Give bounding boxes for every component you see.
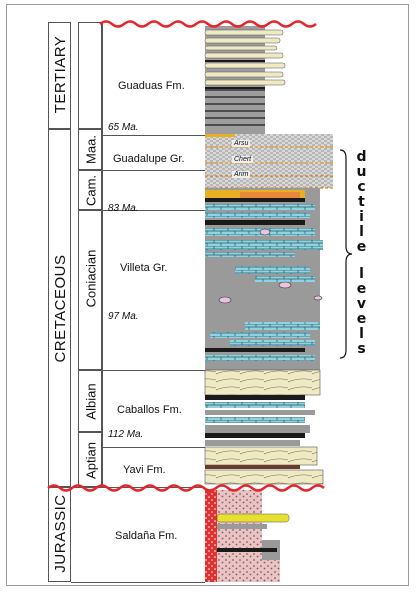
age-97: 97 Ma.: [108, 311, 139, 322]
age-112: 112 Ma.: [108, 429, 144, 440]
boundary-112: [102, 447, 205, 448]
levels-letter: l: [359, 266, 365, 282]
yavi-column: [204, 446, 324, 485]
boundary-villeta-base: [102, 370, 205, 371]
column-label-arim: Arim: [232, 171, 251, 178]
saldana-column: [205, 490, 290, 582]
boundary-83: [102, 210, 205, 211]
ductile-letter: t: [358, 194, 366, 210]
unconformity-jurassic: [47, 484, 325, 492]
formation-column-left-edge: [102, 22, 103, 487]
ductile-levels-annotation: d u c t i l e l e v e l s: [352, 150, 372, 357]
column-label-arsu: Arsu: [232, 140, 251, 147]
formation-guaduas: Guaduas Fm.: [118, 80, 185, 92]
formation-guadalupe: Guadalupe Gr.: [113, 153, 185, 165]
caballos-column: [204, 369, 321, 446]
levels-letter: e: [356, 311, 368, 327]
boundary-bottom: [71, 582, 205, 583]
unconformity-top: [99, 20, 317, 28]
ductile-letter: c: [357, 179, 367, 195]
stage-tertiary-blank: [78, 22, 102, 129]
formation-yavi: Yavi Fm.: [123, 464, 166, 476]
levels-letter: v: [356, 296, 368, 312]
era-tertiary-box: TERTIARY: [48, 22, 71, 129]
ductile-letter: i: [359, 209, 365, 225]
formation-caballos: Caballos Fm.: [117, 404, 182, 416]
boundary-guadalupe-base: [102, 170, 205, 171]
ductile-letter: u: [356, 164, 368, 180]
levels-letter: s: [357, 341, 367, 357]
stage-coniacian-box: Coniacian: [78, 210, 102, 370]
boundary-65: [102, 135, 205, 136]
villeta-column: [205, 188, 323, 370]
ductile-letter: l: [359, 224, 365, 240]
ductile-letter: e: [356, 239, 368, 255]
formation-villeta: Villeta Gr.: [120, 262, 168, 274]
formation-saldana: Saldaña Fm.: [115, 530, 178, 542]
stage-cam-box: Cam.: [78, 170, 102, 210]
ductile-brace: [339, 149, 353, 359]
age-65: 65 Ma.: [108, 122, 139, 133]
stage-albian-box: Albian: [78, 370, 102, 432]
boundary-jurassic-top: [71, 487, 205, 488]
guadalupe-column: [205, 134, 335, 189]
stage-maa-box: Maa.: [78, 129, 102, 170]
levels-letter: l: [359, 326, 365, 342]
guaduas-column: [204, 26, 286, 134]
stage-aptian-box: Aptian: [78, 432, 102, 487]
ductile-letter: d: [356, 149, 368, 165]
column-label-chert: Chert: [232, 156, 254, 163]
age-83: 83 Ma.: [108, 203, 139, 214]
levels-letter: e: [356, 281, 368, 297]
